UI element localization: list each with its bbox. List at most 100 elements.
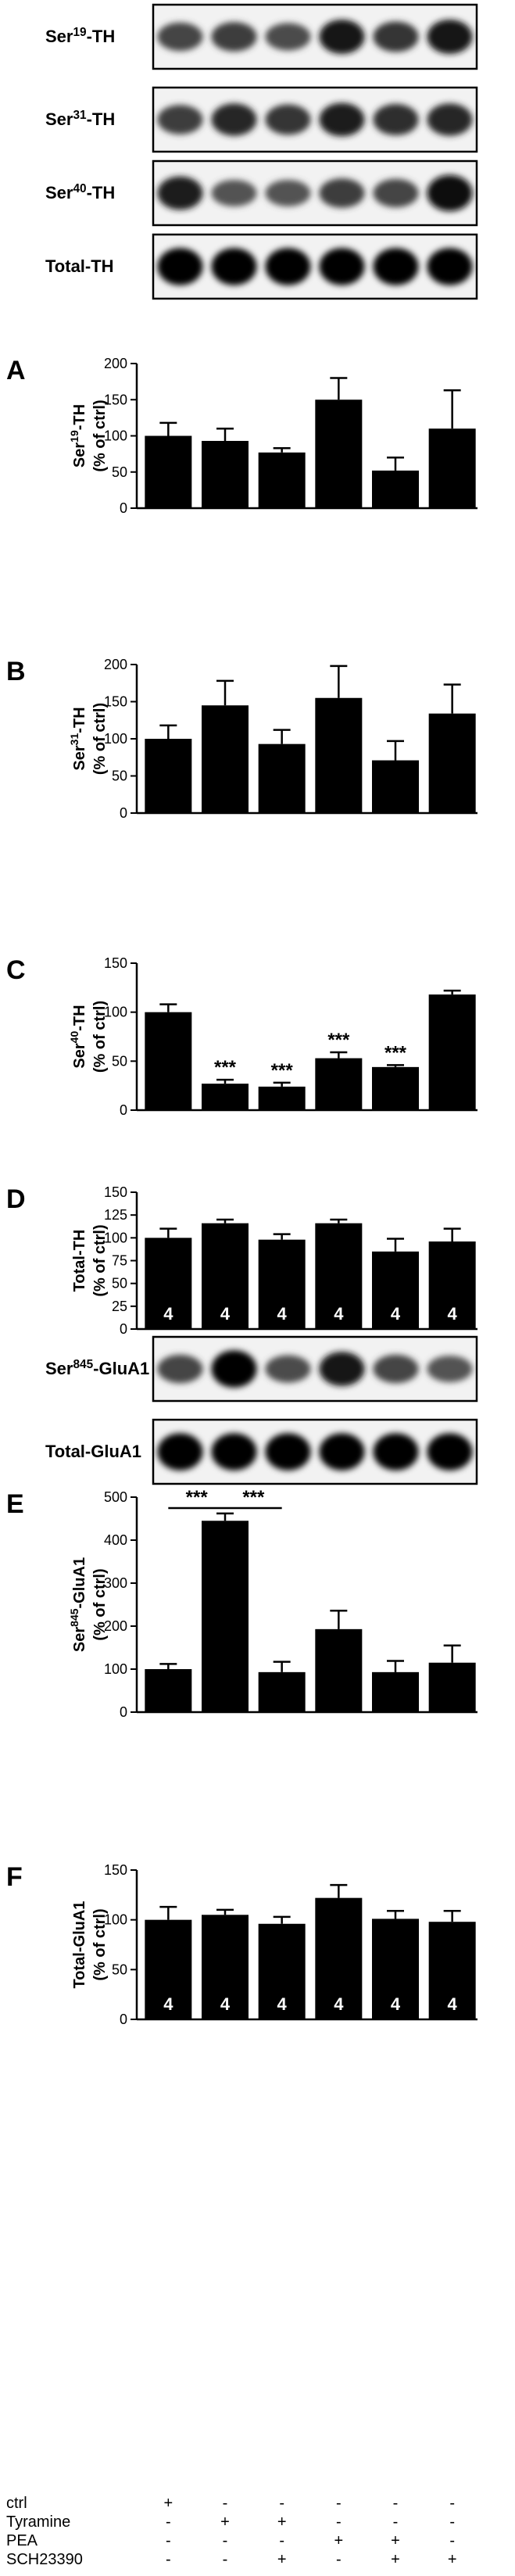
blot-mid-0-band	[319, 1352, 365, 1386]
y-tick-label-E: 300	[104, 1575, 127, 1591]
y-axis-title-A: Ser19-TH	[68, 404, 88, 468]
blot-top-2-band	[265, 179, 311, 207]
bar-B	[315, 697, 363, 813]
y-tick-label-F: 150	[104, 1862, 127, 1878]
blot-mid-0-band	[211, 1350, 257, 1388]
y-tick-label-E: 200	[104, 1618, 127, 1634]
blot-top-1-band	[211, 103, 257, 136]
chart-F: F 0 50 100 150 Total-GluA1 (% of ctrl) 4 4 4 4 4 4	[6, 1862, 477, 2027]
panel-letter-D: D	[6, 1184, 26, 1214]
y-tick-label-E: 100	[104, 1661, 127, 1677]
condition-mark: -	[336, 2551, 342, 2568]
blot-mid-0-band	[427, 1355, 473, 1383]
blot-top-3: Total-TH	[45, 233, 478, 300]
chart-E: E 0 100 200 300 400 500 Ser845-GluA1 (% of ctrl)…	[6, 1487, 477, 1720]
blot-mid-0-label-sup: 845	[73, 1358, 93, 1371]
bar-F	[258, 1923, 306, 2019]
blot-top-0: Ser19-TH	[45, 3, 478, 70]
blot-top-0-band	[427, 20, 473, 54]
bar-C	[145, 1012, 192, 1110]
y-axis-title-D: Total-TH	[71, 1230, 88, 1292]
n-label-D: 4	[277, 1304, 288, 1324]
blot-mid-0: Ser845-GluA1	[45, 1335, 478, 1403]
chart-B: B 0 50 100 150 200 Ser31-TH (% of ctrl)	[6, 657, 477, 821]
n-label-F: 4	[220, 1994, 231, 2014]
y-tick-label-F: 50	[112, 1962, 127, 1977]
chart-A: A 0 50 100 150 200 Ser19-TH (% of ctrl)	[6, 356, 477, 516]
y-axis-title-B-suffix: -TH	[71, 707, 88, 733]
y-tick-label-A: 150	[104, 392, 127, 407]
blot-top-0-label-base: Ser	[45, 27, 73, 46]
panel-letter-F: F	[6, 1862, 23, 1892]
significance-label-C: ***	[271, 1060, 294, 1081]
condition-mark: +	[277, 2551, 287, 2568]
y-tick-label-B: 150	[104, 694, 127, 710]
bar-F	[202, 1915, 249, 2019]
blot-top-1-band	[373, 103, 419, 136]
blot-top-2-band	[427, 174, 473, 212]
y-tick-label-A: 0	[120, 500, 127, 516]
condition-mark: +	[391, 2532, 400, 2549]
blot-top-3-band	[211, 248, 257, 285]
condition-mark: +	[163, 2495, 173, 2512]
bar-D	[428, 1241, 476, 1329]
y-axis-title-C-base: Ser	[71, 1043, 88, 1068]
condition-mark: +	[448, 2551, 457, 2568]
y-tick-label-B: 100	[104, 731, 127, 747]
blot-group-mid: Ser845-GluA1 Total-GluA1	[45, 1335, 478, 1485]
condition-mark: -	[449, 2495, 455, 2512]
blot-top-2-label-sup: 40	[73, 182, 86, 195]
condition-mark: +	[277, 2513, 287, 2531]
bar-A	[372, 470, 419, 508]
blot-mid-1: Total-GluA1	[45, 1418, 478, 1485]
y-axis-title-C-sup: 40	[68, 1031, 80, 1044]
y-tick-label-B: 0	[120, 805, 127, 821]
bar-A	[145, 435, 192, 508]
condition-mark: +	[220, 2513, 230, 2531]
blot-top-2-label-base: Ser	[45, 183, 73, 202]
blot-top-3-band	[319, 248, 365, 285]
y-tick-label-D: 0	[120, 1321, 127, 1337]
n-label-F: 4	[391, 1994, 401, 2014]
y-tick-label-D: 150	[104, 1184, 127, 1200]
condition-mark: -	[223, 2551, 228, 2568]
n-label-D: 4	[448, 1304, 458, 1324]
bar-C	[372, 1066, 419, 1110]
condition-mark: +	[334, 2532, 343, 2549]
y-axis-title-B-sup: 31	[68, 733, 80, 746]
blot-mid-1-band	[319, 1433, 365, 1471]
condition-label: ctrl	[6, 2495, 27, 2512]
y-axis-title-C-suffix: -TH	[71, 1005, 88, 1030]
blot-top-1-label-suffix: -TH	[87, 109, 116, 129]
y-tick-label-C: 150	[104, 955, 127, 971]
y-axis-title-E-suffix: -GluA1	[71, 1557, 88, 1609]
bar-E	[202, 1521, 249, 1712]
condition-mark: -	[166, 2551, 171, 2568]
blot-mid-1-band	[157, 1433, 203, 1471]
y-axis-title-E: Ser845-GluA1	[68, 1557, 88, 1652]
condition-label: SCH23390	[6, 2551, 83, 2568]
blot-top-2-frame	[152, 159, 478, 227]
y-tick-label-F: 100	[104, 1912, 127, 1928]
chart-D: D 0 25 50 75 100 125 150 Total-TH (% of ctrl) 4 4 4 4…	[6, 1184, 477, 1337]
y-axis-title-A-sup: 19	[68, 430, 80, 442]
y-axis-title-F-base: Total-GluA1	[71, 1901, 88, 1989]
y-axis-subtitle-E: (% of ctrl)	[91, 1568, 109, 1640]
y-axis-subtitle-B: (% of ctrl)	[91, 703, 109, 775]
n-label-D: 4	[334, 1304, 344, 1324]
blot-top-2-band	[319, 178, 365, 208]
blot-top-0-label-suffix: -TH	[87, 27, 116, 46]
blot-mid-1-label-base: Total-GluA1	[45, 1442, 141, 1461]
y-tick-label-C: 0	[120, 1102, 127, 1118]
bar-D	[145, 1238, 192, 1329]
bar-B	[145, 739, 192, 813]
bar-D	[202, 1223, 249, 1329]
significance-label-C: ***	[384, 1042, 407, 1063]
bar-B	[372, 760, 419, 813]
bar-A	[428, 428, 476, 508]
bar-B	[258, 743, 306, 813]
n-label-D: 4	[220, 1304, 231, 1324]
n-label-F: 4	[334, 1994, 344, 2014]
n-label-D: 4	[163, 1304, 173, 1324]
